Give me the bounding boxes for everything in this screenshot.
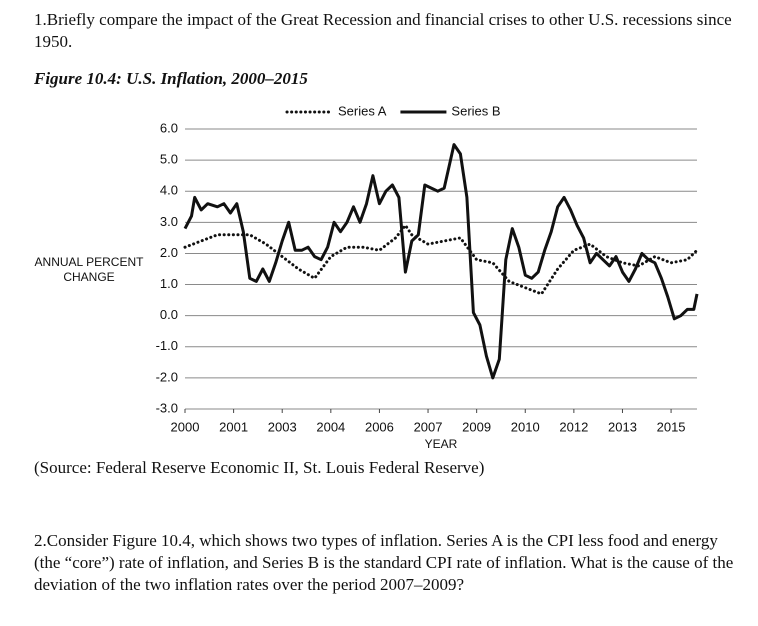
x-tick-label: 2006 [365,419,394,434]
y-tick-label: -2.0 [156,369,178,384]
x-tick-label: 2013 [608,419,637,434]
question-2: 2.Consider Figure 10.4, which shows two … [34,531,734,594]
y-tick-label: 1.0 [160,276,178,291]
source: (Source: Federal Reserve Economic II, St… [34,458,485,477]
y-axis-label: ANNUAL PERCENT CHANGE [34,255,144,284]
question-1: 1.Briefly compare the impact of the Grea… [34,10,732,51]
x-tick-label: 2012 [559,419,588,434]
y-tick-label: 5.0 [160,152,178,167]
y-tick-label: -1.0 [156,338,178,353]
x-tick-label: 2004 [316,419,345,434]
x-axis-label: YEAR [425,437,458,451]
series-line [183,222,699,296]
x-tick-label: 2010 [511,419,540,434]
figure-title: Figure 10.4: U.S. Inflation, 2000–2015 [34,69,308,88]
x-tick-label: 2000 [171,419,200,434]
chart: YEAR 6.0 5.0 4.0 3.0 2.0 1.0 0.0 -1.0 -2.0 -3.0 20… [156,103,699,451]
y-tick-label: 6.0 [160,120,178,135]
y-tick-label: -3.0 [156,400,178,415]
legend-label: Series B [451,103,500,118]
series-line [183,143,699,380]
x-tick-label: 2009 [462,419,491,434]
y-tick-label: 4.0 [160,183,178,198]
x-tick-label: 2001 [219,419,248,434]
y-tick-label: 3.0 [160,214,178,229]
x-tick-label: 2007 [414,419,443,434]
y-tick-label: 2.0 [160,245,178,260]
legend-label: Series A [338,103,387,118]
x-tick-label: 2015 [657,419,686,434]
x-tick-label: 2003 [268,419,297,434]
y-tick-label: 0.0 [160,307,178,322]
